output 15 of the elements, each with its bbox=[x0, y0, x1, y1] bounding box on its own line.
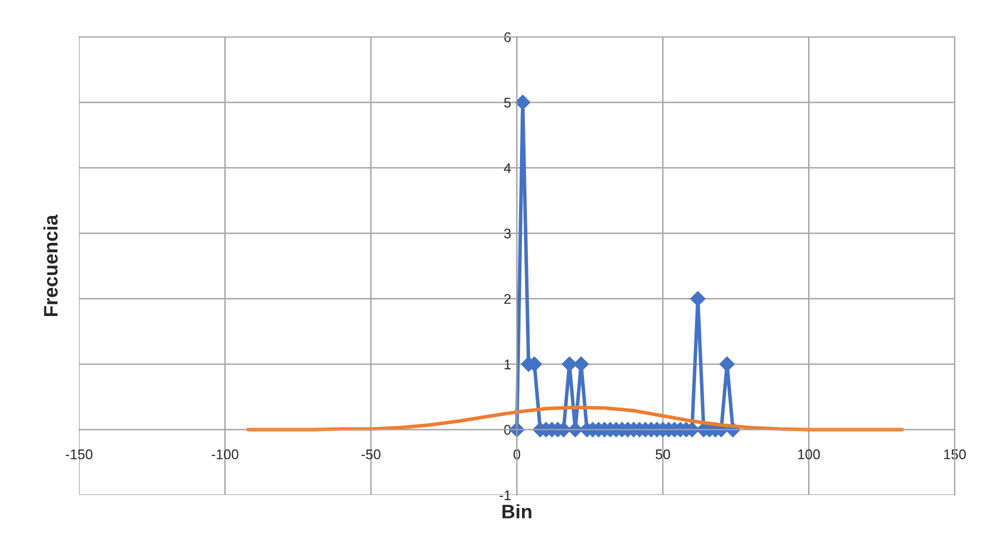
x-tick-label: 50 bbox=[656, 449, 670, 460]
x-tick-label: -100 bbox=[212, 449, 238, 460]
y-tick-label: -1 bbox=[500, 490, 511, 500]
x-tick-label: 0 bbox=[514, 449, 520, 460]
x-tick-label: -50 bbox=[362, 449, 380, 460]
y-tick-label: 5 bbox=[504, 98, 511, 108]
x-tick-label: 100 bbox=[798, 449, 820, 460]
x-axis-title: Bin bbox=[502, 504, 532, 518]
y-tick-label: 1 bbox=[504, 360, 511, 370]
y-tick-label: 4 bbox=[504, 163, 511, 173]
y-axis-title: Frecuencia bbox=[43, 214, 58, 316]
x-tick-label: 150 bbox=[944, 449, 966, 460]
y-tick-label: 2 bbox=[504, 294, 511, 304]
y-tick-label: 3 bbox=[504, 228, 511, 238]
x-tick-label: -150 bbox=[66, 449, 92, 460]
